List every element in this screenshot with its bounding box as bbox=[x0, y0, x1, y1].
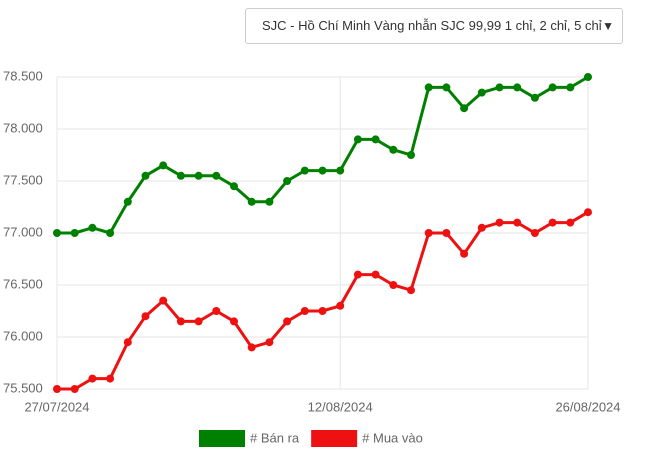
dropdown-text: SJC - Hồ Chí Minh Vàng nhẫn SJC 99,99 1 … bbox=[262, 18, 602, 33]
x-tick-label: 12/08/2024 bbox=[308, 399, 373, 414]
point bbox=[460, 249, 469, 258]
point bbox=[407, 151, 415, 159]
point bbox=[584, 208, 592, 217]
point bbox=[265, 197, 274, 206]
legend-label: # Mua vào bbox=[362, 430, 423, 445]
point bbox=[247, 197, 256, 206]
point bbox=[212, 171, 221, 180]
legend-swatch bbox=[311, 430, 358, 447]
point bbox=[584, 73, 592, 81]
point bbox=[53, 229, 61, 237]
point bbox=[106, 374, 115, 383]
point bbox=[530, 93, 539, 102]
point bbox=[442, 83, 451, 92]
point bbox=[194, 171, 203, 180]
y-tick-label: 76.000 bbox=[3, 328, 43, 343]
y-tick-label: 78.000 bbox=[3, 120, 43, 135]
point bbox=[106, 229, 115, 237]
point bbox=[477, 88, 486, 97]
point bbox=[353, 270, 362, 279]
y-tick-label: 77.000 bbox=[3, 224, 43, 239]
point bbox=[495, 83, 504, 92]
point bbox=[265, 338, 274, 347]
point bbox=[159, 161, 168, 170]
point bbox=[389, 145, 398, 154]
point bbox=[371, 270, 380, 279]
point bbox=[230, 317, 238, 326]
point bbox=[230, 182, 238, 191]
y-tick-label: 75.500 bbox=[3, 380, 43, 395]
y-tick-label: 77.500 bbox=[3, 172, 43, 187]
point bbox=[371, 135, 380, 144]
point bbox=[70, 385, 79, 393]
line bbox=[57, 210, 589, 391]
point bbox=[424, 83, 433, 92]
x-tick-label: 26/08/2024 bbox=[555, 399, 620, 414]
point bbox=[70, 229, 79, 237]
legend-label: # Bán ra bbox=[250, 430, 300, 445]
point bbox=[300, 166, 309, 175]
point bbox=[283, 177, 292, 185]
point bbox=[141, 312, 150, 321]
point bbox=[548, 83, 557, 92]
point bbox=[460, 104, 469, 113]
point bbox=[300, 307, 309, 315]
dropdown[interactable]: SJC - Hồ Chí Minh Vàng nhẫn SJC 99,99 1 … bbox=[245, 8, 623, 44]
line bbox=[57, 75, 589, 235]
point bbox=[194, 317, 203, 326]
point bbox=[159, 296, 168, 305]
point bbox=[442, 229, 451, 237]
point bbox=[336, 301, 345, 310]
y-tick-label: 78.500 bbox=[3, 68, 43, 83]
point bbox=[247, 343, 256, 352]
point bbox=[88, 374, 97, 383]
point bbox=[566, 83, 575, 92]
point bbox=[336, 166, 345, 175]
point bbox=[318, 307, 327, 315]
y-tick-label: 76.500 bbox=[3, 276, 43, 291]
point bbox=[513, 83, 522, 92]
point bbox=[141, 171, 150, 180]
point bbox=[318, 166, 327, 175]
point bbox=[389, 281, 398, 289]
point bbox=[495, 218, 504, 227]
point bbox=[123, 197, 132, 206]
point bbox=[353, 135, 362, 144]
point bbox=[212, 307, 221, 315]
point bbox=[283, 317, 292, 326]
point bbox=[530, 229, 539, 237]
point bbox=[424, 229, 433, 237]
point bbox=[548, 218, 557, 227]
legend-swatch bbox=[199, 430, 245, 447]
point bbox=[53, 385, 61, 393]
point bbox=[407, 286, 415, 295]
point bbox=[176, 317, 185, 326]
point bbox=[566, 218, 575, 227]
point bbox=[123, 338, 132, 347]
dropdown-arrow: ▼ bbox=[602, 19, 614, 33]
x-tick-label: 27/07/2024 bbox=[24, 399, 89, 414]
point bbox=[88, 223, 97, 232]
point bbox=[176, 171, 185, 180]
point bbox=[513, 218, 522, 227]
point bbox=[477, 223, 486, 232]
